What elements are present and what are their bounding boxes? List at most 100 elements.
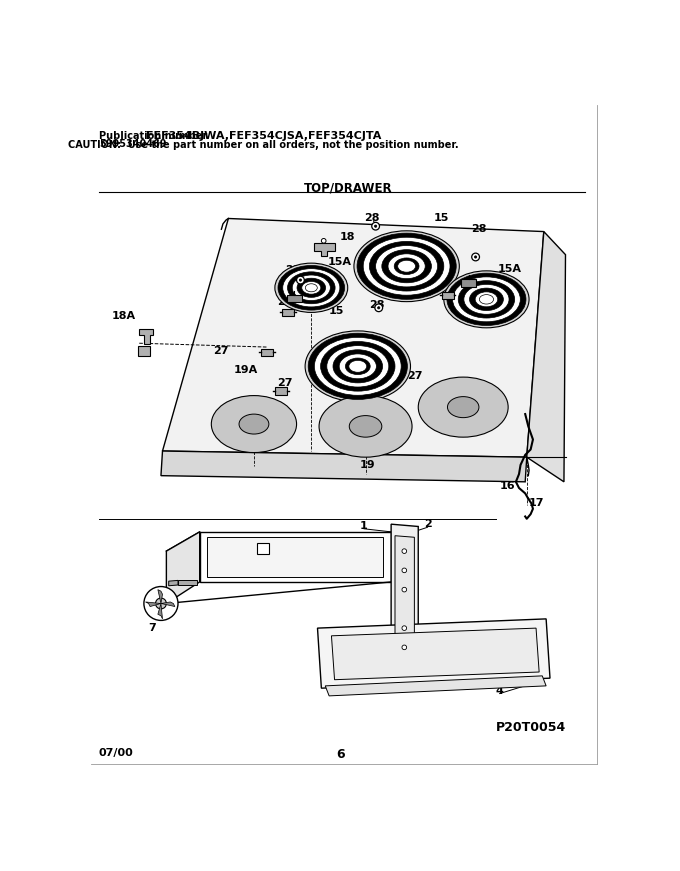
Text: 18A: 18A	[112, 311, 136, 321]
Ellipse shape	[307, 285, 316, 291]
Polygon shape	[261, 348, 273, 356]
Circle shape	[372, 222, 379, 230]
Text: 28: 28	[364, 213, 379, 224]
Text: 19A: 19A	[234, 365, 258, 375]
Circle shape	[299, 279, 302, 281]
Text: 27: 27	[277, 378, 292, 388]
Text: 15: 15	[434, 213, 449, 224]
Ellipse shape	[349, 361, 367, 372]
Circle shape	[296, 276, 305, 284]
Ellipse shape	[327, 346, 389, 387]
Text: 15A: 15A	[327, 257, 351, 267]
Ellipse shape	[447, 273, 526, 326]
Polygon shape	[169, 580, 178, 586]
Polygon shape	[441, 292, 454, 300]
Text: 27: 27	[407, 370, 422, 381]
Text: P20T0054: P20T0054	[496, 720, 566, 733]
Circle shape	[377, 307, 380, 309]
Circle shape	[472, 253, 479, 260]
Ellipse shape	[388, 253, 425, 279]
Text: TOP/DRAWER: TOP/DRAWER	[304, 181, 393, 194]
Text: 19A: 19A	[475, 307, 498, 317]
Ellipse shape	[345, 358, 370, 375]
Polygon shape	[146, 602, 161, 606]
Ellipse shape	[369, 241, 444, 291]
Text: 2: 2	[424, 519, 431, 530]
Text: Publication number: Publication number	[99, 131, 207, 141]
Ellipse shape	[398, 260, 415, 272]
Circle shape	[475, 256, 477, 258]
Ellipse shape	[383, 250, 430, 282]
Polygon shape	[391, 524, 418, 659]
Polygon shape	[527, 232, 566, 482]
Circle shape	[144, 586, 178, 620]
Polygon shape	[178, 580, 197, 585]
Ellipse shape	[278, 266, 345, 310]
Ellipse shape	[447, 396, 479, 417]
Polygon shape	[167, 582, 391, 604]
Ellipse shape	[339, 354, 377, 379]
Polygon shape	[167, 532, 200, 604]
Polygon shape	[207, 537, 384, 577]
Polygon shape	[158, 590, 163, 604]
Polygon shape	[314, 243, 335, 256]
Ellipse shape	[305, 331, 411, 402]
Polygon shape	[200, 532, 391, 582]
Circle shape	[402, 625, 407, 631]
Ellipse shape	[292, 275, 330, 300]
Text: 5995340469: 5995340469	[99, 139, 167, 149]
Polygon shape	[331, 628, 539, 679]
Ellipse shape	[308, 334, 407, 400]
Text: 15: 15	[329, 306, 345, 316]
Text: 27: 27	[277, 297, 292, 307]
Circle shape	[156, 598, 167, 609]
Polygon shape	[137, 346, 150, 356]
FancyBboxPatch shape	[257, 544, 269, 554]
Text: 1: 1	[360, 522, 368, 531]
Ellipse shape	[467, 287, 506, 312]
Ellipse shape	[382, 250, 431, 283]
Ellipse shape	[479, 294, 494, 304]
Text: 6: 6	[337, 748, 345, 761]
FancyBboxPatch shape	[286, 294, 302, 302]
Ellipse shape	[444, 271, 529, 327]
Ellipse shape	[239, 414, 269, 434]
Ellipse shape	[453, 277, 520, 321]
Ellipse shape	[334, 350, 381, 382]
Text: 07/00: 07/00	[99, 748, 134, 759]
Circle shape	[322, 239, 326, 243]
Polygon shape	[158, 604, 163, 619]
Ellipse shape	[354, 231, 459, 301]
Polygon shape	[318, 619, 550, 688]
Text: 7: 7	[148, 623, 156, 633]
Polygon shape	[161, 602, 175, 606]
Ellipse shape	[275, 263, 347, 313]
Ellipse shape	[211, 395, 296, 453]
Ellipse shape	[481, 295, 492, 303]
Ellipse shape	[288, 272, 335, 304]
Circle shape	[402, 645, 407, 650]
Ellipse shape	[320, 341, 395, 391]
Text: 28: 28	[471, 224, 486, 234]
Text: 15A: 15A	[498, 264, 522, 273]
Polygon shape	[325, 676, 546, 696]
Ellipse shape	[297, 278, 326, 297]
Ellipse shape	[295, 277, 328, 299]
Ellipse shape	[352, 362, 364, 370]
Polygon shape	[282, 308, 294, 316]
Ellipse shape	[475, 292, 498, 307]
Ellipse shape	[302, 281, 321, 294]
Polygon shape	[163, 219, 544, 457]
Polygon shape	[275, 387, 287, 395]
Text: 4: 4	[496, 686, 504, 696]
Ellipse shape	[283, 268, 340, 307]
Text: 19: 19	[424, 280, 440, 290]
Circle shape	[375, 304, 383, 312]
Polygon shape	[161, 451, 527, 482]
Ellipse shape	[418, 377, 508, 437]
Ellipse shape	[357, 233, 456, 300]
Polygon shape	[395, 536, 414, 647]
Circle shape	[402, 549, 407, 553]
Circle shape	[402, 587, 407, 592]
Text: CAUTION:  Use the part number on all orders, not the position number.: CAUTION: Use the part number on all orde…	[68, 140, 458, 150]
